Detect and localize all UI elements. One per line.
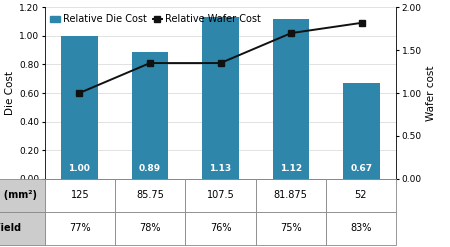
Text: 0.67: 0.67	[351, 164, 373, 173]
Y-axis label: Wafer cost: Wafer cost	[426, 65, 436, 121]
Bar	[202, 17, 239, 179]
Text: 0.89: 0.89	[139, 164, 161, 173]
Legend: Relative Die Cost, Relative Wafer Cost: Relative Die Cost, Relative Wafer Cost	[46, 11, 265, 28]
Bar	[61, 36, 98, 179]
Bar	[273, 19, 310, 179]
Text: 1.12: 1.12	[280, 164, 302, 173]
Y-axis label: Die Cost: Die Cost	[5, 71, 15, 115]
Text: 1.13: 1.13	[209, 164, 232, 173]
Text: 1.00: 1.00	[68, 164, 90, 173]
Bar	[131, 52, 168, 179]
Bar	[343, 83, 380, 179]
